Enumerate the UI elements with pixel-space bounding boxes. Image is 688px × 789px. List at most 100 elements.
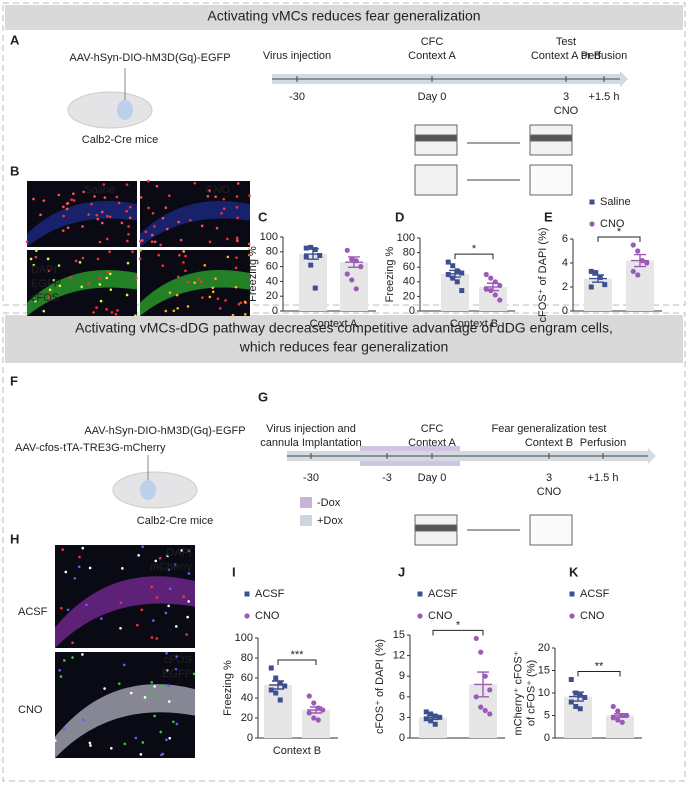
cell (32, 197, 35, 201)
cell (178, 253, 181, 257)
cell (65, 202, 69, 206)
cell (143, 696, 147, 699)
data-point (473, 694, 479, 700)
bar (606, 715, 634, 738)
cell (236, 182, 240, 185)
cell (182, 261, 185, 264)
event-label: Virus injection (263, 50, 331, 62)
cell (173, 563, 177, 566)
injection-site (140, 480, 156, 500)
cell (58, 669, 61, 672)
data-point (311, 700, 317, 706)
data-point (630, 268, 636, 274)
cell (114, 313, 118, 316)
cell (168, 291, 172, 294)
y-tick-label: 0 (544, 732, 550, 744)
data-point (423, 716, 429, 722)
y-tick-label: 0 (399, 732, 405, 744)
cell (186, 280, 190, 284)
cell (164, 611, 168, 615)
data-point (487, 711, 493, 717)
virus-label: AAV-hSyn-DIO-hM3D(Gq)-EGFP (69, 52, 230, 64)
data-point (597, 274, 603, 280)
cell (109, 288, 113, 291)
data-point (282, 683, 288, 689)
data-point (277, 697, 283, 703)
cell (47, 269, 51, 272)
cell (222, 207, 226, 210)
data-point (277, 680, 283, 686)
section-title: which reduces fear generalization (239, 339, 449, 355)
cell (150, 636, 154, 639)
stain-label: DAPI (31, 264, 57, 276)
data-point (568, 677, 574, 682)
data-point (344, 247, 350, 253)
data-point (497, 297, 503, 303)
error-bar (307, 706, 325, 714)
cell (185, 633, 189, 636)
cell (96, 217, 100, 221)
legend-marker (244, 591, 250, 597)
data-point (315, 717, 321, 723)
y-axis-label: of cFOS⁺ (%) (525, 660, 537, 726)
event-time: -30 (289, 91, 305, 103)
error-bar (611, 713, 629, 718)
cell (53, 739, 57, 742)
data-point (428, 711, 434, 717)
virus-label: AAV-hSyn-DIO-hM3D(Gq)-EGFP (84, 425, 245, 437)
data-point (353, 286, 359, 292)
cell (46, 257, 50, 261)
y-tick-label: 6 (399, 691, 405, 703)
cell (108, 272, 112, 276)
legend-swatch (300, 497, 312, 508)
y-tick-label: 0 (247, 732, 253, 744)
legend-label: CNO (600, 218, 625, 230)
panel-label: C (258, 209, 268, 224)
cell (165, 651, 168, 655)
y-tick-label: 12 (393, 650, 405, 662)
event-time: -3 (382, 472, 392, 484)
cell (100, 617, 103, 620)
cell (182, 250, 186, 253)
cell (78, 261, 82, 264)
x-axis-label: Context B (450, 318, 498, 330)
data-point (445, 259, 451, 265)
data-point (635, 248, 641, 254)
cell (153, 240, 157, 244)
cell (167, 194, 171, 198)
cell (138, 257, 142, 260)
cell (128, 216, 132, 220)
panel-label: I (232, 564, 236, 579)
cell (82, 190, 85, 194)
condition-label: CNO (18, 704, 43, 716)
legend-marker (589, 199, 595, 205)
data-point (478, 704, 484, 710)
timeline-arrow (648, 448, 656, 464)
data-point (577, 692, 583, 698)
data-point (358, 264, 364, 270)
event-label: Virus injection and (266, 423, 356, 435)
event-time: 3 (563, 91, 569, 103)
y-tick-label: 60 (241, 672, 253, 684)
legend-label: ACSF (255, 588, 285, 600)
y-tick-label: 60 (266, 261, 278, 273)
error-bar (446, 269, 464, 278)
cell (180, 549, 184, 552)
cell (172, 309, 176, 313)
cell (177, 220, 180, 224)
stain-label: DAPI (166, 547, 192, 559)
cell (125, 183, 129, 186)
data-point (619, 719, 625, 725)
cell (208, 295, 212, 299)
chamber-stripe (414, 524, 458, 532)
cell (155, 637, 159, 640)
data-point (602, 282, 608, 288)
cell (90, 202, 93, 206)
cell (131, 250, 134, 253)
cell (192, 672, 196, 676)
bar (299, 254, 327, 311)
cell (168, 587, 172, 591)
error-bar (569, 691, 587, 702)
cell (172, 720, 175, 724)
significance-bracket (277, 659, 317, 665)
